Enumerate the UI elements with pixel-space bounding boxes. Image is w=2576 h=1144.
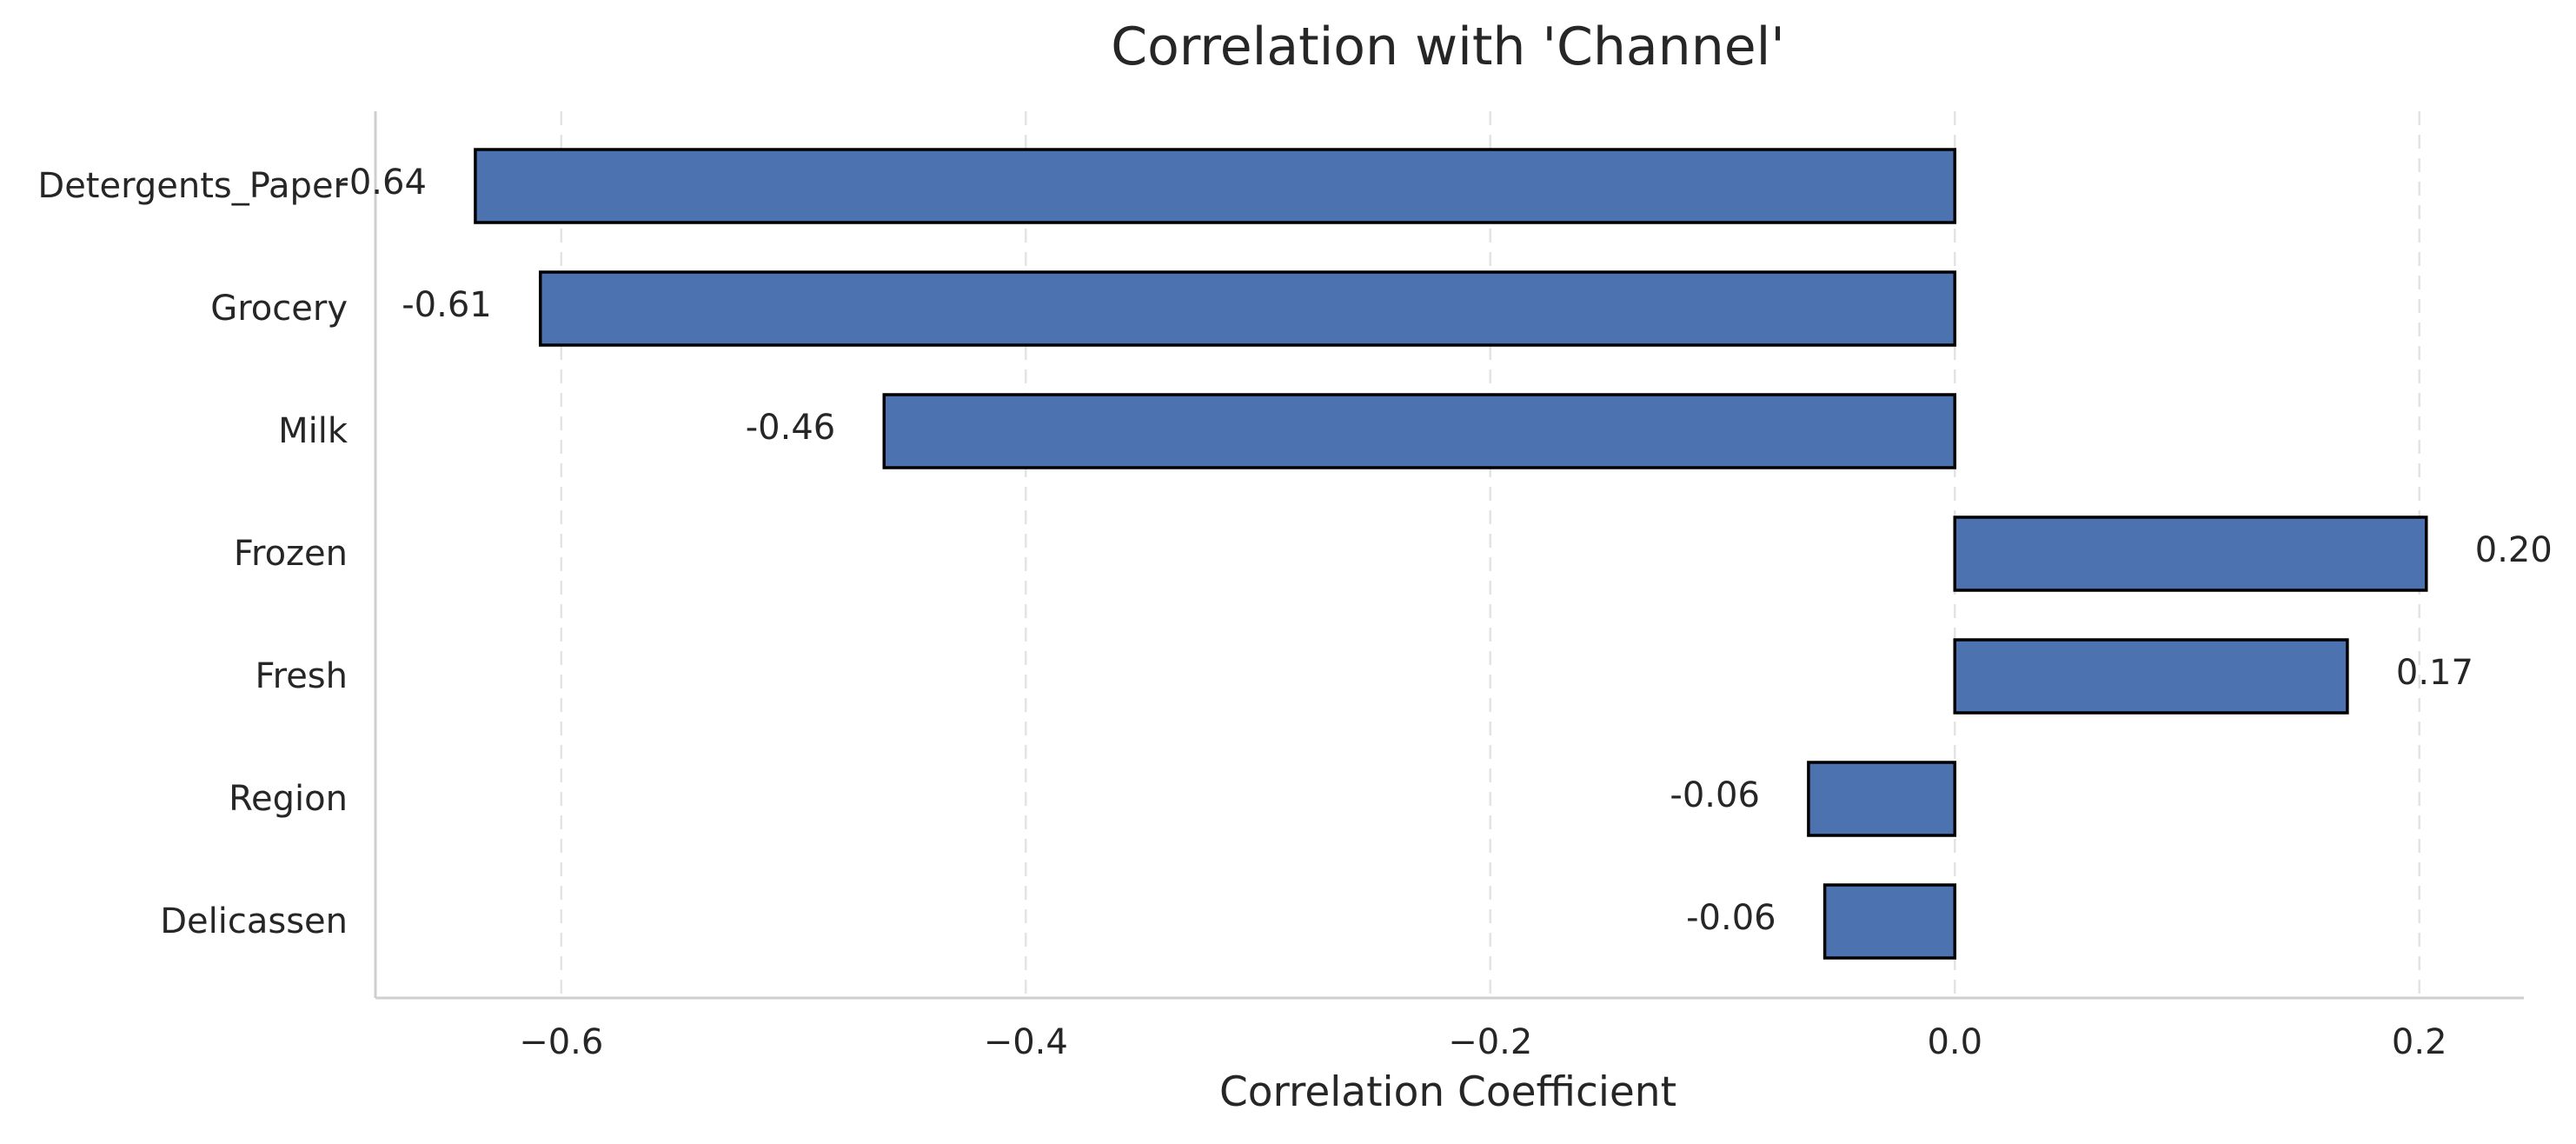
x-tick-label: −0.6 bbox=[519, 1022, 603, 1062]
x-tick-layer: −0.6 −0.4 −0.2 0.0 0.2 bbox=[519, 1022, 2447, 1062]
bar bbox=[1807, 761, 1957, 837]
bar-value-label: -0.46 bbox=[746, 408, 836, 448]
y-tick-label: Grocery bbox=[210, 289, 348, 329]
bar bbox=[882, 393, 1957, 469]
bar-value-label: -0.06 bbox=[1686, 898, 1776, 938]
bar bbox=[474, 148, 1957, 224]
x-tick-label: 0.0 bbox=[1927, 1022, 1982, 1062]
grid-layer bbox=[560, 111, 2420, 998]
bar-value-label: -0.64 bbox=[336, 163, 427, 203]
y-tick-label: Delicassen bbox=[160, 901, 348, 941]
chart-title: Correlation with 'Channel' bbox=[1111, 17, 1785, 77]
bar bbox=[538, 270, 1957, 347]
x-axis-label: Correlation Coefficient bbox=[1219, 1068, 1676, 1116]
y-tick-label: Region bbox=[229, 779, 348, 819]
bar-value-label: -0.61 bbox=[402, 285, 492, 325]
y-tick-label: Frozen bbox=[234, 534, 348, 574]
bar bbox=[1953, 515, 2428, 592]
x-tick-label: −0.4 bbox=[984, 1022, 1068, 1062]
bar-value-label: 0.20 bbox=[2475, 530, 2553, 570]
x-tick-label: 0.2 bbox=[2392, 1022, 2447, 1062]
bar-value-label: -0.06 bbox=[1670, 775, 1760, 815]
bar bbox=[1822, 883, 1957, 960]
bar-layer bbox=[474, 148, 2428, 960]
bar bbox=[1953, 638, 2349, 715]
value-label-layer: -0.64 -0.61 -0.46 0.20 0.17 -0.06 -0.06 bbox=[336, 163, 2552, 938]
spine-layer bbox=[374, 111, 2524, 1000]
bar-value-label: 0.17 bbox=[2396, 653, 2473, 693]
y-tick-label: Fresh bbox=[256, 656, 348, 696]
x-tick-label: −0.2 bbox=[1448, 1022, 1532, 1062]
y-tick-label: Detergents_Paper bbox=[37, 166, 348, 206]
y-tick-label: Milk bbox=[278, 411, 349, 451]
y-tick-layer: Detergents_Paper Grocery Milk Frozen Fresh Re… bbox=[37, 166, 348, 941]
